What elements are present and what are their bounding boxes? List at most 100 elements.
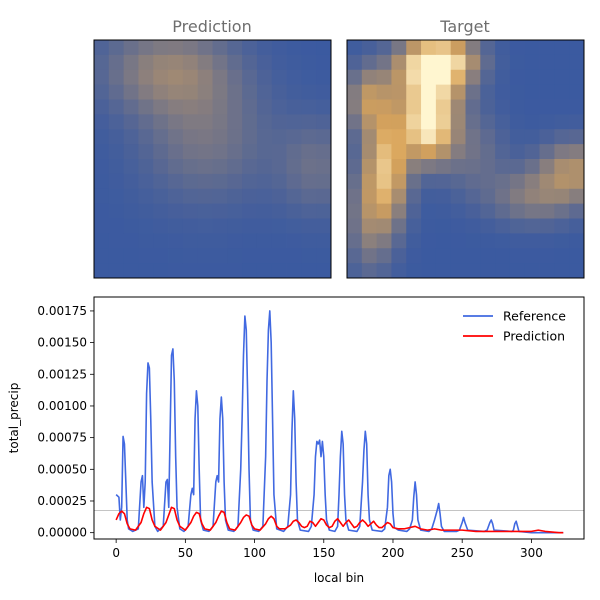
heatmap-cell bbox=[421, 188, 437, 205]
heatmap-cell bbox=[301, 114, 317, 130]
heatmap-cell bbox=[376, 263, 392, 279]
heatmap-cell bbox=[197, 84, 213, 100]
heatmap-cell bbox=[495, 40, 511, 56]
heatmap-cell bbox=[376, 99, 392, 115]
heatmap-cell bbox=[406, 203, 422, 219]
heatmap-cell bbox=[301, 69, 317, 86]
target-panel-title: Target bbox=[439, 17, 490, 36]
heatmap-cell bbox=[256, 129, 273, 145]
heatmap-cell bbox=[361, 84, 378, 100]
heatmap-cell bbox=[361, 203, 378, 219]
heatmap-cell bbox=[168, 144, 184, 160]
heatmap-cell bbox=[256, 84, 273, 100]
heatmap-cell bbox=[376, 84, 392, 100]
heatmap-cell bbox=[286, 203, 302, 219]
heatmap-cell bbox=[435, 233, 452, 249]
heatmap-cell bbox=[406, 144, 422, 160]
series-line-reference bbox=[115, 310, 564, 534]
heatmap-cell bbox=[465, 144, 481, 160]
series-line-prediction bbox=[115, 506, 564, 534]
heatmap-cell bbox=[108, 173, 125, 190]
heatmap-cell bbox=[108, 203, 125, 219]
heatmap-cell bbox=[242, 159, 258, 175]
heatmap-cell bbox=[227, 263, 243, 279]
heatmap-cell bbox=[316, 263, 332, 279]
heatmap-cell bbox=[108, 99, 125, 115]
heatmap-cell bbox=[168, 159, 184, 175]
heatmap-cell bbox=[316, 233, 332, 249]
prediction-panel-title: Prediction bbox=[172, 17, 251, 36]
y-tick-label: 0.00100 bbox=[37, 399, 87, 413]
heatmap-cell bbox=[480, 84, 496, 100]
heatmap-cell bbox=[347, 129, 363, 145]
heatmap-cell bbox=[450, 54, 466, 71]
prediction-heatmap-frame bbox=[93, 39, 332, 279]
x-tick-label: 200 bbox=[382, 546, 405, 560]
heatmap-cell bbox=[256, 40, 273, 56]
heatmap-cell bbox=[554, 218, 570, 234]
heatmap-cell bbox=[554, 144, 570, 160]
prediction-heatmap bbox=[94, 40, 332, 279]
heatmap-cell bbox=[347, 99, 363, 115]
heatmap-cell bbox=[182, 263, 199, 279]
heatmap-cell bbox=[361, 129, 378, 145]
heatmap-cell bbox=[465, 54, 481, 71]
heatmap-cell bbox=[509, 99, 526, 115]
heatmap-cell bbox=[421, 203, 437, 219]
x-tick-label: 150 bbox=[312, 546, 335, 560]
heatmap-cell bbox=[94, 218, 110, 234]
heatmap-cell bbox=[435, 263, 452, 279]
y-tick-label: 0.00150 bbox=[37, 336, 87, 350]
heatmap-cell bbox=[242, 263, 258, 279]
heatmap-cell bbox=[347, 233, 363, 249]
heatmap-cell bbox=[421, 114, 437, 130]
heatmap-cell bbox=[391, 233, 407, 249]
heatmap-cell bbox=[554, 40, 570, 56]
heatmap-cell bbox=[495, 263, 511, 279]
heatmap-cell bbox=[524, 173, 540, 190]
heatmap-cell bbox=[242, 203, 258, 219]
heatmap-cell bbox=[212, 203, 228, 219]
heatmap-cell bbox=[301, 203, 317, 219]
heatmap-cell bbox=[347, 188, 363, 205]
heatmap-cell bbox=[347, 69, 363, 86]
heatmap-cell bbox=[108, 188, 125, 205]
heatmap-cell bbox=[435, 54, 452, 71]
heatmap-cell bbox=[182, 99, 199, 115]
heatmap-cell bbox=[406, 218, 422, 234]
heatmap-cell bbox=[138, 233, 154, 249]
heatmap-cell bbox=[421, 54, 437, 71]
heatmap-cell bbox=[212, 114, 228, 130]
heatmap-cell bbox=[465, 218, 481, 234]
heatmap-cell bbox=[153, 173, 169, 190]
heatmap-cell bbox=[242, 40, 258, 56]
heatmap-cell bbox=[271, 248, 287, 264]
heatmap-cell bbox=[256, 248, 273, 264]
heatmap-cell bbox=[316, 159, 332, 175]
heatmap-cell bbox=[94, 69, 110, 86]
heatmap-cell bbox=[227, 40, 243, 56]
heatmap-cell bbox=[465, 203, 481, 219]
heatmap-cell bbox=[168, 129, 184, 145]
heatmap-cell bbox=[301, 188, 317, 205]
heatmap-cell bbox=[271, 69, 287, 86]
heatmap-cell bbox=[465, 40, 481, 56]
heatmap-cell bbox=[301, 218, 317, 234]
heatmap-cell bbox=[212, 40, 228, 56]
heatmap-cell bbox=[153, 129, 169, 145]
heatmap-cell bbox=[361, 40, 378, 56]
y-tick-label: 0.00075 bbox=[37, 431, 87, 445]
heatmap-cell bbox=[108, 129, 125, 145]
heatmap-cell bbox=[406, 54, 422, 71]
heatmap-cell bbox=[138, 218, 154, 234]
heatmap-cell bbox=[94, 203, 110, 219]
heatmap-cell bbox=[316, 129, 332, 145]
heatmap-cell bbox=[361, 173, 378, 190]
heatmap-cell bbox=[495, 129, 511, 145]
heatmap-cell bbox=[212, 218, 228, 234]
heatmap-cell bbox=[554, 263, 570, 279]
series-group bbox=[115, 310, 564, 534]
heatmap-cell bbox=[569, 173, 585, 190]
heatmap-cell bbox=[301, 84, 317, 100]
